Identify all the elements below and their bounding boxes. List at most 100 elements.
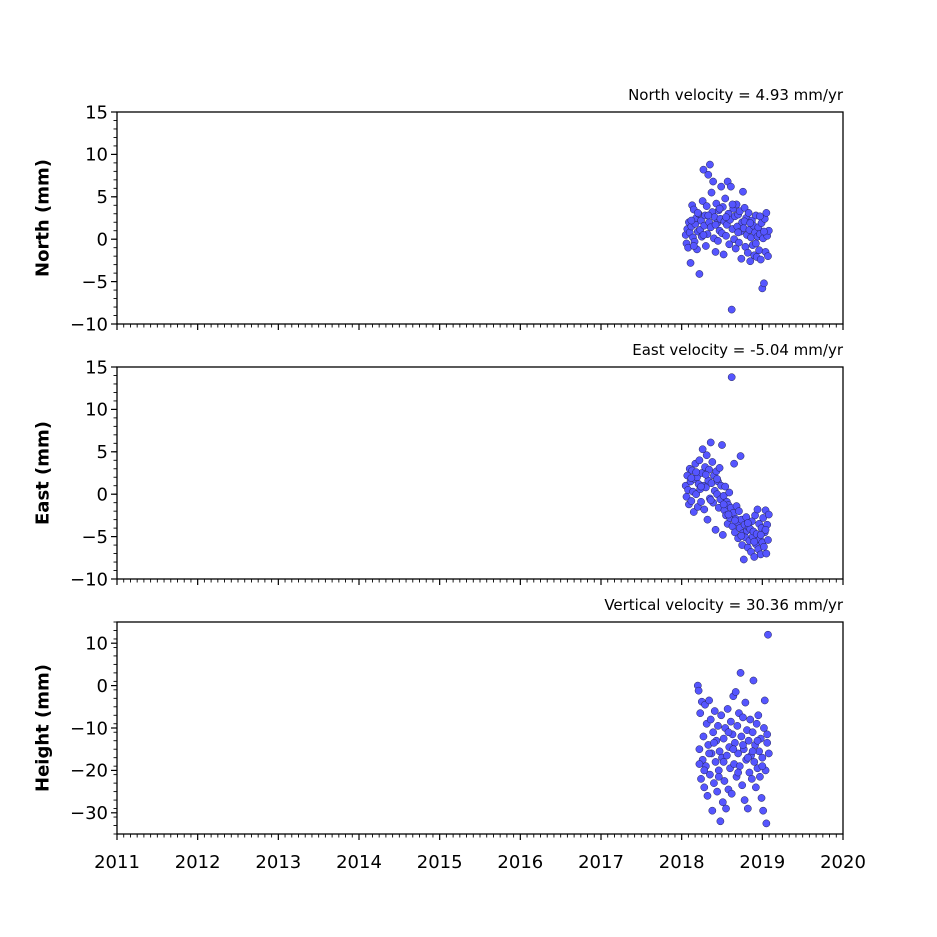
height-data-point <box>709 728 717 737</box>
east-data-point <box>719 492 728 500</box>
height-data-point <box>727 789 736 798</box>
height-data-point <box>703 791 712 800</box>
north-data-point <box>719 250 728 259</box>
north-data-point <box>702 202 711 210</box>
height-data-point <box>758 762 767 771</box>
height-data-point <box>764 749 773 758</box>
north-ytick-label: −10 <box>70 314 108 335</box>
height-data-point <box>724 728 733 737</box>
height-data-point <box>714 722 722 730</box>
east-panel-title: East velocity = -5.04 mm/yr <box>632 341 844 359</box>
east-data-point <box>760 542 768 551</box>
north-data-point <box>725 240 734 249</box>
height-data-point <box>764 630 772 639</box>
east-data-point <box>761 525 770 534</box>
north-axes: −10 −5 0 5 10 15 <box>70 102 844 335</box>
height-data-point <box>747 775 756 783</box>
east-ylabel: East (mm) <box>32 421 53 525</box>
height-data-point <box>746 715 755 724</box>
height-data-point <box>731 688 740 696</box>
east-data-point <box>727 373 736 382</box>
north-data-point <box>746 219 755 227</box>
height-ytick-label: −20 <box>70 761 108 782</box>
height-data-point <box>748 747 757 756</box>
north-data-point <box>704 170 713 179</box>
height-data-point <box>763 730 772 739</box>
height-data-point <box>743 753 752 762</box>
east-data-point <box>718 531 727 539</box>
north-data-point <box>689 242 698 250</box>
height-data-point <box>697 775 705 783</box>
east-data-point <box>737 531 746 540</box>
height-data-point <box>700 783 709 792</box>
height-data-point <box>706 715 715 724</box>
east-data-point <box>731 516 739 525</box>
height-data-point <box>755 747 763 756</box>
height-data-point <box>733 722 742 730</box>
east-data-point <box>692 490 701 499</box>
north-data-point <box>760 227 768 236</box>
x-tick-label: 2016 <box>497 852 543 873</box>
height-data-point <box>738 781 747 790</box>
east-data-point <box>706 496 715 504</box>
north-data-point <box>764 252 772 261</box>
east-data-point <box>702 470 710 479</box>
east-data-point <box>697 497 705 506</box>
height-data-point <box>710 738 718 747</box>
height-data-point <box>735 762 744 771</box>
north-data-point <box>728 200 737 209</box>
east-data-point <box>736 452 745 460</box>
height-data-point <box>762 819 771 828</box>
height-data-point <box>716 817 725 826</box>
north-data-point <box>752 239 760 248</box>
east-data-point <box>715 464 724 472</box>
height-ytick-label: 10 <box>85 634 108 655</box>
east-data-point <box>730 459 738 468</box>
north-data-point <box>755 246 763 255</box>
north-data-point <box>706 160 714 169</box>
east-data-point <box>724 510 733 519</box>
east-data-point <box>739 555 748 564</box>
north-data-point <box>699 165 708 174</box>
east-data-point <box>702 451 711 460</box>
east-data-point <box>756 531 765 539</box>
x-tick-label: 2014 <box>336 852 382 873</box>
north-ylabel: North (mm) <box>32 159 53 277</box>
east-ytick-label: 10 <box>85 400 108 421</box>
height-data-point <box>729 745 738 754</box>
east-ytick-label: 0 <box>97 485 108 506</box>
east-axes: −10 −5 0 5 10 15 <box>70 357 844 590</box>
north-data-point <box>735 238 743 247</box>
x-tick-label: 2013 <box>255 852 301 873</box>
height-data-point <box>759 806 767 815</box>
north-data-point <box>731 244 740 253</box>
north-data-point <box>739 187 747 196</box>
height-data-point <box>708 806 717 815</box>
north-data-point <box>714 237 722 245</box>
north-data-point <box>717 182 726 191</box>
east-data-point <box>719 500 728 509</box>
height-data-point <box>699 732 708 741</box>
east-data-point <box>753 505 762 514</box>
height-data-point <box>719 758 728 766</box>
height-data-point <box>700 766 709 775</box>
north-ytick-label: 10 <box>85 145 108 166</box>
east-data-point <box>698 445 707 454</box>
height-data-point <box>743 804 752 813</box>
east-plot-frame <box>116 366 844 580</box>
x-tick-label: 2020 <box>820 852 866 873</box>
east-data-point <box>708 458 717 466</box>
east-ytick-label: −5 <box>81 527 108 548</box>
north-data-point <box>715 204 724 213</box>
east-data-point <box>762 549 771 558</box>
height-data-point <box>710 707 719 715</box>
height-panel-title: Vertical velocity = 30.36 mm/yr <box>604 596 844 614</box>
height-data-point <box>710 779 718 787</box>
height-data-point <box>731 738 739 747</box>
height-data-point <box>722 804 730 813</box>
north-data-point <box>721 194 730 203</box>
east-data-point <box>721 482 730 491</box>
height-data-point <box>736 669 745 677</box>
height-data-point <box>714 772 723 781</box>
height-data-point <box>760 724 768 732</box>
